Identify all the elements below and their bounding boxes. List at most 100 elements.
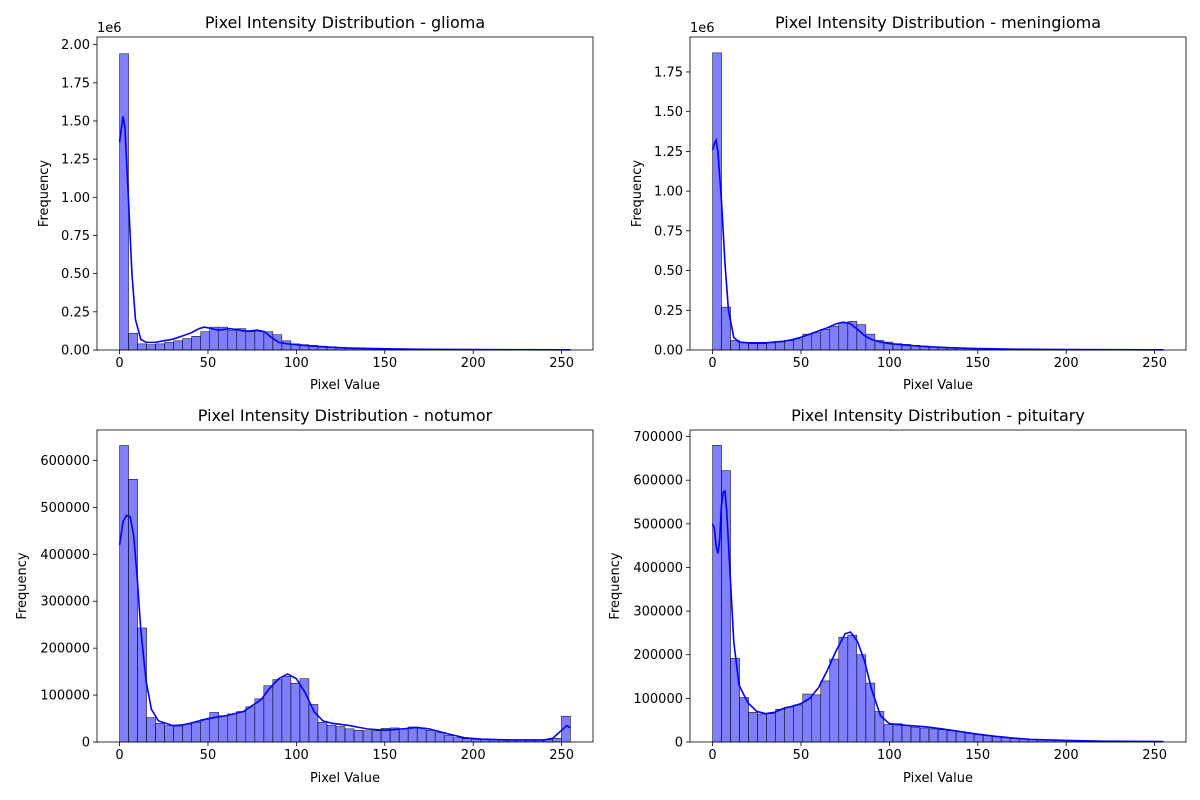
histogram-bar <box>955 731 966 743</box>
y-axis-label: Frequency <box>15 552 30 619</box>
histogram-bar <box>128 332 138 351</box>
subplot-notumor: 0 50 100 150 200 250 0 100000 200000 300000 400000… <box>15 406 594 786</box>
histogram-bar <box>425 730 436 743</box>
x-tick-label: 150 <box>372 356 397 371</box>
x-tick-label: 200 <box>461 748 486 763</box>
axes-frame <box>689 36 1187 351</box>
histogram-bar <box>552 738 562 743</box>
kde-line <box>118 514 571 741</box>
y-tick-label: 500000 <box>633 517 683 532</box>
histogram-bar <box>218 715 229 743</box>
x-tick-label: 250 <box>549 748 574 763</box>
histogram-bar <box>452 737 463 743</box>
histogram-bar <box>829 325 840 351</box>
histogram-bar <box>928 728 939 743</box>
histogram-bar <box>137 343 147 351</box>
histogram-bar <box>245 706 256 743</box>
x-tick-label: 250 <box>1142 748 1167 763</box>
y-offset-label: 1e6 <box>97 21 122 36</box>
histogram-bar <box>362 730 373 743</box>
histogram-bar <box>290 683 301 743</box>
histogram-bar <box>164 725 174 743</box>
histogram-bar <box>919 727 930 743</box>
kde-line <box>711 489 1164 743</box>
histogram-bar <box>164 342 174 351</box>
histogram-bar <box>874 711 885 743</box>
histogram-bar <box>191 336 201 351</box>
histogram-bar <box>847 634 858 743</box>
y-tick-label: 1.50 <box>61 114 90 129</box>
y-tick-label: 300000 <box>633 605 683 620</box>
y-offset-label: 1e6 <box>690 21 715 36</box>
histogram-bar <box>766 342 776 351</box>
x-axis-label: Pixel Value <box>903 378 973 393</box>
histogram-bar <box>757 713 767 743</box>
x-tick-label: 100 <box>877 356 902 371</box>
histogram-bar <box>254 331 265 351</box>
histogram-bar <box>856 654 867 743</box>
histogram-bar <box>946 730 957 743</box>
histogram-bar <box>739 342 749 351</box>
y-tick-label: 0.50 <box>61 267 90 282</box>
x-tick-label: 250 <box>1142 356 1167 371</box>
histogram-bar <box>434 732 445 743</box>
histogram-bar <box>712 445 722 743</box>
tick-marks: 0 50 100 150 200 250 0 100000 200000 300000 400000… <box>40 454 574 763</box>
histogram-bar <box>892 723 903 743</box>
histogram-bar <box>182 338 192 351</box>
histogram-bar <box>443 735 454 743</box>
x-tick-label: 200 <box>1054 748 1079 763</box>
histogram-bar <box>326 724 337 743</box>
histogram-bar <box>146 717 156 743</box>
tick-marks: 0 50 100 150 200 250 0.00 0.25 0.50 0.75 1.00 1.25 1… <box>654 65 1167 371</box>
y-tick-label: 0.75 <box>61 229 90 244</box>
histogram-bar <box>766 713 776 743</box>
histogram-bar <box>811 332 822 351</box>
x-tick-label: 150 <box>965 356 990 371</box>
histogram-bar <box>299 678 310 743</box>
x-axis-label: Pixel Value <box>903 771 973 786</box>
histogram-bar <box>937 729 948 743</box>
x-tick-label: 0 <box>115 356 123 371</box>
y-tick-label: 0.00 <box>654 344 683 359</box>
histogram-bar <box>973 734 984 743</box>
histogram-bar <box>119 445 129 743</box>
histogram-bar <box>155 343 165 351</box>
y-tick-label: 200000 <box>633 648 683 663</box>
histogram-bar <box>182 723 192 743</box>
histogram-bar <box>173 725 183 743</box>
histogram-bar <box>398 728 409 743</box>
y-tick-label: 300000 <box>40 595 90 610</box>
tick-marks: 0 50 100 150 200 250 0 100000 200000 300000 400000… <box>633 430 1167 763</box>
histogram-bar <box>353 730 364 743</box>
histogram-bar <box>811 694 822 743</box>
chart-title: Pixel Intensity Distribution - meningiom… <box>775 13 1101 32</box>
y-tick-label: 1.00 <box>654 185 683 200</box>
subplot-meningioma: 0 50 100 150 200 250 0.00 0.25 0.50 0.75 1.00 1.25 1… <box>630 13 1187 393</box>
histogram-bar <box>730 657 740 743</box>
histogram-bar <box>793 704 803 743</box>
kde-line <box>118 116 571 351</box>
histogram-bar <box>748 343 758 351</box>
y-tick-label: 400000 <box>40 548 90 563</box>
x-tick-label: 50 <box>200 748 217 763</box>
histogram-bar <box>146 344 156 351</box>
y-tick-label: 100000 <box>633 692 683 707</box>
y-tick-label: 1.75 <box>654 65 683 80</box>
histogram-bar <box>865 682 876 743</box>
histogram-bar <box>829 658 840 743</box>
y-tick-label: 0 <box>82 736 90 751</box>
x-tick-label: 0 <box>708 748 716 763</box>
x-tick-label: 150 <box>372 748 397 763</box>
histogram-bar <box>119 53 129 351</box>
y-tick-label: 2.00 <box>61 38 90 53</box>
histogram-bar <box>775 709 785 743</box>
y-tick-label: 0.25 <box>654 304 683 319</box>
y-tick-label: 400000 <box>633 561 683 576</box>
x-tick-label: 50 <box>200 356 217 371</box>
histogram-bar <box>173 340 183 351</box>
axes-frame <box>96 429 594 743</box>
chart-title: Pixel Intensity Distribution - glioma <box>205 13 485 32</box>
histogram-bar <box>227 713 238 743</box>
